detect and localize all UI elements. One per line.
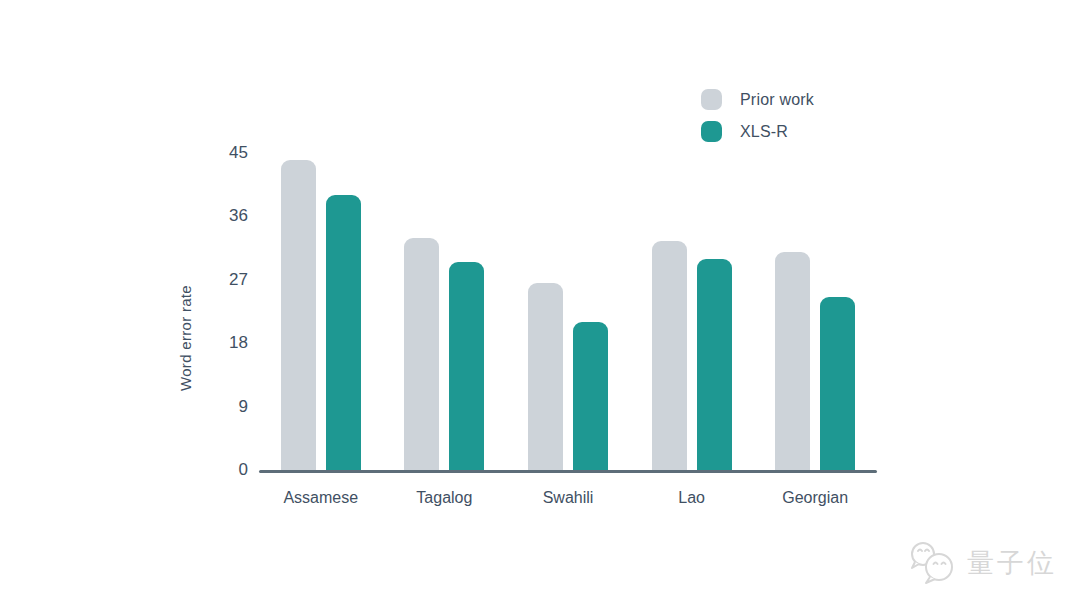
bar-prior-work-lao [652, 241, 687, 470]
chart-canvas: Word error rate 0 9 18 27 36 45 AssameseTagal… [0, 0, 1080, 608]
y-tick-label-45: 45 [193, 142, 248, 164]
bar-xls-r-lao [697, 259, 732, 470]
x-axis-label-lao: Lao [627, 489, 757, 507]
legend-swatch-xls-r [701, 121, 722, 142]
x-axis-label-swahili: Swahili [503, 489, 633, 507]
y-axis-title: Word error rate [177, 273, 193, 403]
watermark: 量子位 [908, 541, 1057, 585]
y-tick-label-36: 36 [193, 205, 248, 227]
x-axis-label-assamese: Assamese [256, 489, 386, 507]
legend-item-xls-r: XLS-R [701, 121, 814, 142]
bar-xls-r-assamese [326, 195, 361, 470]
bar-xls-r-tagalog [449, 262, 484, 470]
x-axis-line [259, 470, 877, 473]
bar-prior-work-swahili [528, 283, 563, 470]
bar-xls-r-georgian [820, 297, 855, 470]
chart-legend: Prior work XLS-R [701, 89, 814, 142]
y-tick-label-27: 27 [193, 269, 248, 291]
qbitai-logo-icon [908, 541, 960, 585]
bar-prior-work-tagalog [404, 238, 439, 470]
x-axis-label-tagalog: Tagalog [379, 489, 509, 507]
legend-label: XLS-R [740, 123, 788, 141]
x-axis-label-georgian: Georgian [750, 489, 880, 507]
bar-prior-work-georgian [775, 252, 810, 470]
bar-prior-work-assamese [281, 160, 316, 470]
watermark-text: 量子位 [967, 543, 1057, 583]
y-tick-label-18: 18 [193, 332, 248, 354]
legend-label: Prior work [740, 91, 814, 109]
y-tick-label-0: 0 [193, 459, 248, 481]
bar-xls-r-swahili [573, 322, 608, 470]
legend-item-prior-work: Prior work [701, 89, 814, 110]
legend-swatch-prior-work [701, 89, 722, 110]
y-tick-label-9: 9 [193, 396, 248, 418]
